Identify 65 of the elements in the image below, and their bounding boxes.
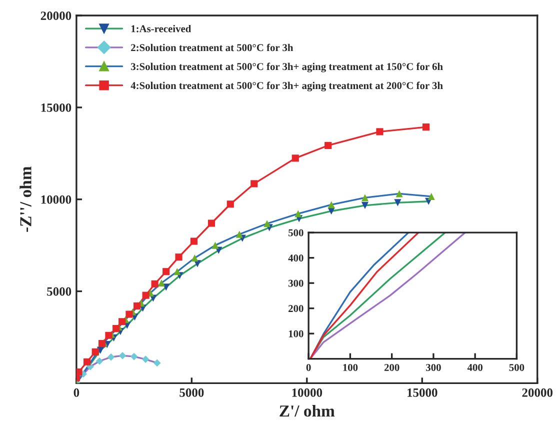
y-tick-label: 400 <box>288 254 304 262</box>
point <box>428 192 435 200</box>
y-tick-label: 10000 <box>41 195 72 204</box>
point <box>107 353 115 361</box>
point <box>96 357 104 365</box>
point <box>76 368 82 376</box>
point <box>361 194 369 202</box>
point <box>130 352 138 360</box>
y-tick-label: 200 <box>288 305 304 312</box>
point <box>294 210 302 218</box>
y-tick-label: 500 <box>288 229 304 236</box>
point <box>105 332 112 339</box>
y-tick-label: 20000 <box>40 12 72 20</box>
legend-label: 4:Solution treatment at 500°C for 3h+ aging treatment at 200°C for 3h <box>130 82 443 92</box>
y-tick-label: 100 <box>288 330 304 338</box>
x-tick-label: 5000 <box>180 388 204 397</box>
point <box>422 124 430 131</box>
point <box>208 220 216 227</box>
point <box>175 254 182 261</box>
point <box>394 199 402 206</box>
point <box>142 292 150 299</box>
x-tick-label: 500 <box>509 364 524 372</box>
x-tick-label: 0 <box>74 388 80 397</box>
y-tick-label: 5000 <box>47 287 72 296</box>
x-tick-label: 20000 <box>522 388 552 397</box>
legend-label: 2:Solution treatment at 500°C for 3h <box>131 44 294 52</box>
point <box>250 180 258 188</box>
point <box>174 268 181 276</box>
point <box>84 358 91 366</box>
point <box>226 200 234 208</box>
legend-label: 1:As-received <box>131 24 192 32</box>
y-tick-label: 15000 <box>41 103 72 112</box>
point <box>153 359 161 367</box>
point <box>212 242 219 249</box>
point <box>396 190 403 198</box>
point <box>376 128 384 136</box>
point <box>162 268 170 276</box>
point <box>151 280 158 288</box>
x-tick-label: 15000 <box>408 388 438 397</box>
legend-label: 3:Solution treatment at 500°C for 3h+ aging treatment at 150°C for 6h <box>131 62 443 72</box>
point <box>324 142 332 150</box>
point <box>134 302 141 310</box>
x-tick-label: 300 <box>426 364 441 372</box>
point <box>112 325 120 332</box>
point <box>92 348 99 356</box>
x-axis-title: Z'/ ohm <box>280 404 335 417</box>
point <box>328 201 335 208</box>
x-tick-label: 0 <box>306 364 311 372</box>
point <box>190 238 198 245</box>
point <box>126 310 133 318</box>
point <box>118 318 126 326</box>
x-tick-label: 100 <box>343 364 358 372</box>
y-tick-label: 300 <box>288 280 304 287</box>
y-axis-title: -Z''/ ohm <box>20 166 32 232</box>
point <box>292 154 299 162</box>
point <box>361 202 369 209</box>
point <box>328 208 335 215</box>
point <box>158 279 166 287</box>
point <box>236 230 243 238</box>
point <box>191 254 198 262</box>
point <box>118 352 126 360</box>
x-tick-label: 400 <box>467 364 482 372</box>
point <box>263 220 271 228</box>
point <box>142 356 150 363</box>
x-tick-label: 200 <box>384 364 400 372</box>
